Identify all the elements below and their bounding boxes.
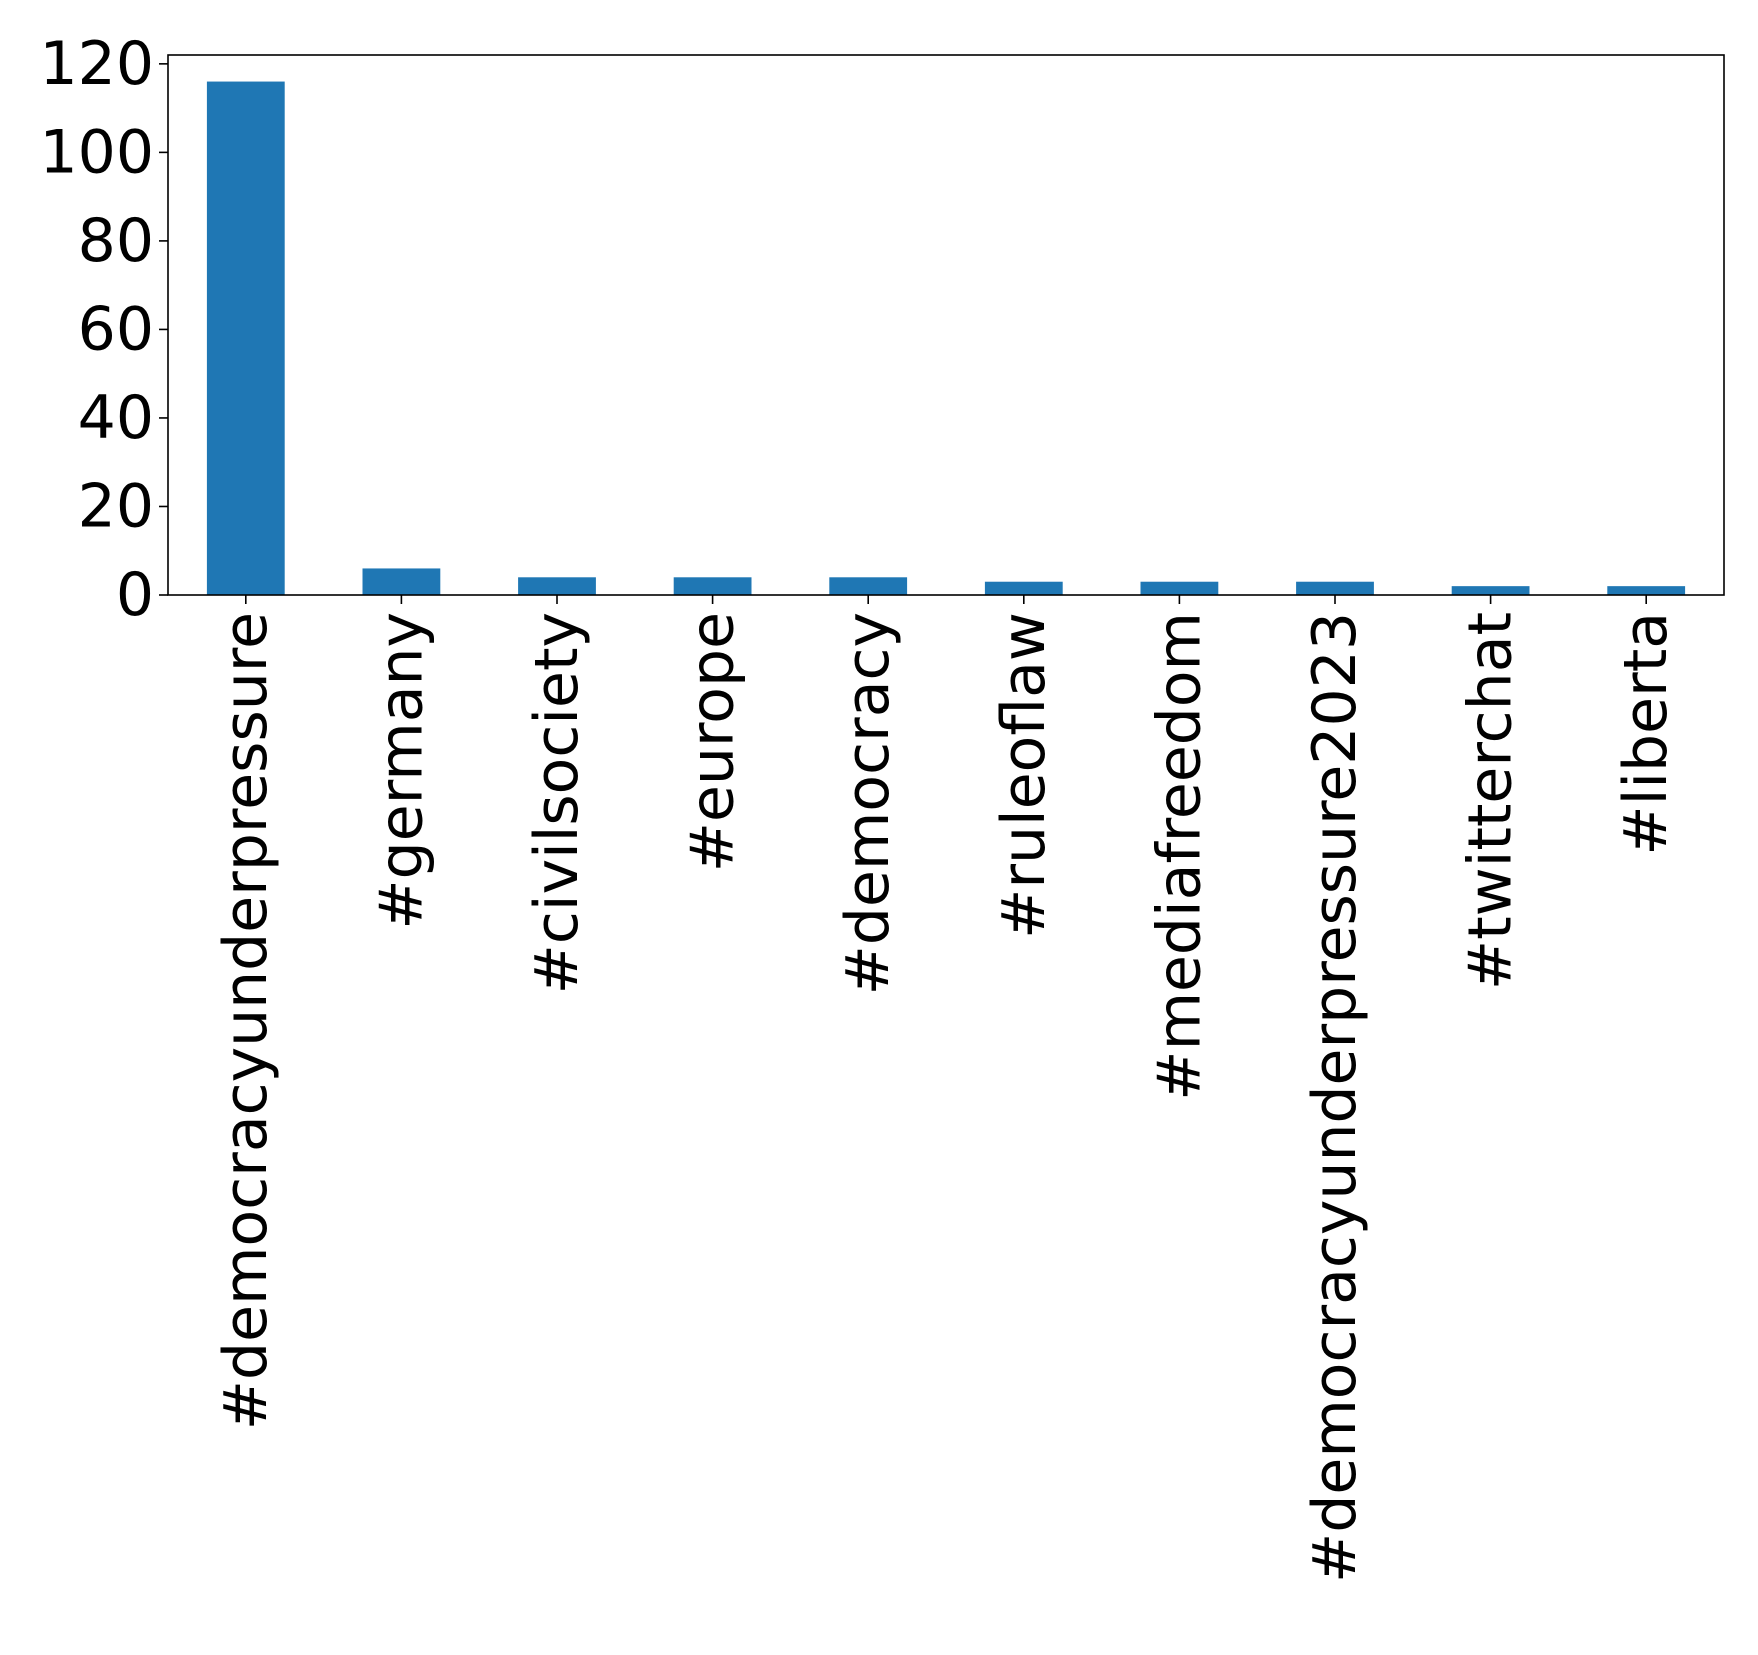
bar-7 [1296,581,1374,595]
x-tick-label: #mediafreedom [1144,612,1214,1101]
y-tick-label: 100 [39,117,154,187]
bar-5 [984,581,1063,595]
y-tick-label: 0 [116,560,154,630]
bar-6 [1140,581,1219,595]
bars-group [206,81,1686,596]
x-tick-label: #democracy [833,612,903,995]
x-axis: #democracyunderpressure #germany #civilsoc… [211,595,1681,1583]
x-tick-label: #europe [678,612,748,872]
bar-0 [206,81,285,596]
x-tick-label: #liberta [1611,612,1681,856]
bar-8 [1451,586,1530,595]
y-tick-label: 20 [78,471,154,541]
x-tick-label: #democracyunderpressure2023 [1300,612,1370,1583]
bar-2 [518,577,596,595]
x-tick-label: #civilsociety [522,612,592,994]
bar-4 [829,577,908,595]
bar-9 [1607,586,1686,595]
plot-frame [167,54,1725,596]
y-tick-label: 60 [78,294,154,364]
bar-3 [673,577,752,595]
x-tick-label: #ruleoflaw [989,612,1059,939]
y-tick-label: 80 [78,206,154,276]
y-tick-label: 120 [39,29,154,99]
x-tick-label: #democracyunderpressure [211,612,281,1430]
x-tick-label: #germany [366,612,436,930]
x-tick-label: #twitterchat [1456,612,1526,990]
y-tick-label: 40 [78,383,154,453]
y-axis: 0 20 40 60 80 100 120 [39,29,168,630]
bar-1 [362,568,441,595]
